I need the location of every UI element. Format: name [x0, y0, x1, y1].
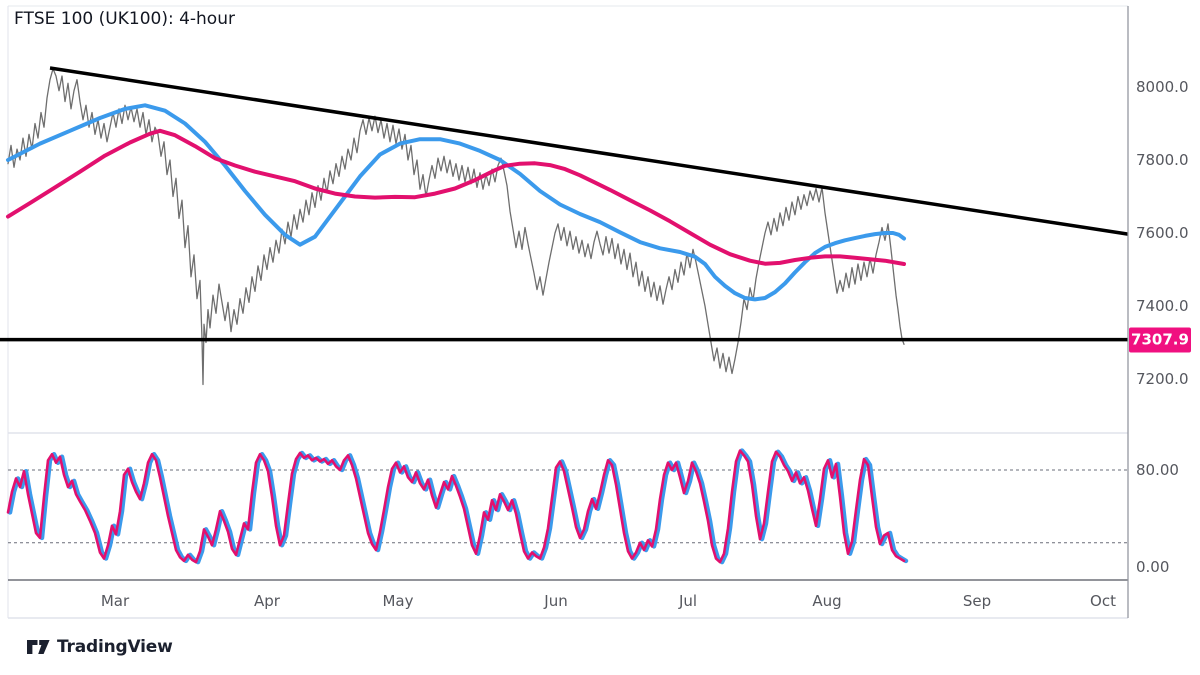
price-axis-label-7800.0: 7800.0 [1136, 151, 1189, 169]
time-axis-label-Aug: Aug [812, 592, 842, 610]
time-axis-label-Apr: Apr [254, 592, 280, 610]
time-axis-label-Oct: Oct [1090, 592, 1116, 610]
last-price-value: 7307.9 [1131, 330, 1189, 349]
stoch-d-line [6, 449, 906, 564]
last-price-label: 7307.9 [1129, 327, 1191, 353]
time-axis-label-Sep: Sep [962, 592, 992, 610]
stoch-axis-label-80.00: 80.00 [1136, 461, 1179, 479]
trendline [49, 66, 1129, 236]
price-axis-label-7400.0: 7400.0 [1136, 297, 1189, 315]
stoch-axis-label-0.00: 0.00 [1136, 558, 1170, 576]
ma-fast-line [6, 103, 906, 302]
price-axis-label-8000.0: 8000.0 [1136, 78, 1189, 96]
time-axis-label-May: May [382, 592, 414, 610]
tradingview-brand-text: TradingView [57, 637, 173, 657]
tradingview-logo-icon [27, 640, 50, 654]
stoch-k-line [7, 448, 909, 565]
tradingview-watermark[interactable]: TradingView [27, 637, 173, 657]
time-axis-label-Jun: Jun [544, 592, 568, 610]
ma-slow-line [6, 128, 906, 266]
price-bars-series [7, 68, 905, 386]
price-axis-label-7200.0: 7200.0 [1136, 370, 1189, 388]
chart-title: FTSE 100 (UK100): 4-hour [14, 7, 245, 31]
time-axis-label-Jul: Jul [678, 592, 698, 610]
time-axis-label-Mar: Mar [100, 592, 130, 610]
price-axis-label-7600.0: 7600.0 [1136, 224, 1189, 242]
